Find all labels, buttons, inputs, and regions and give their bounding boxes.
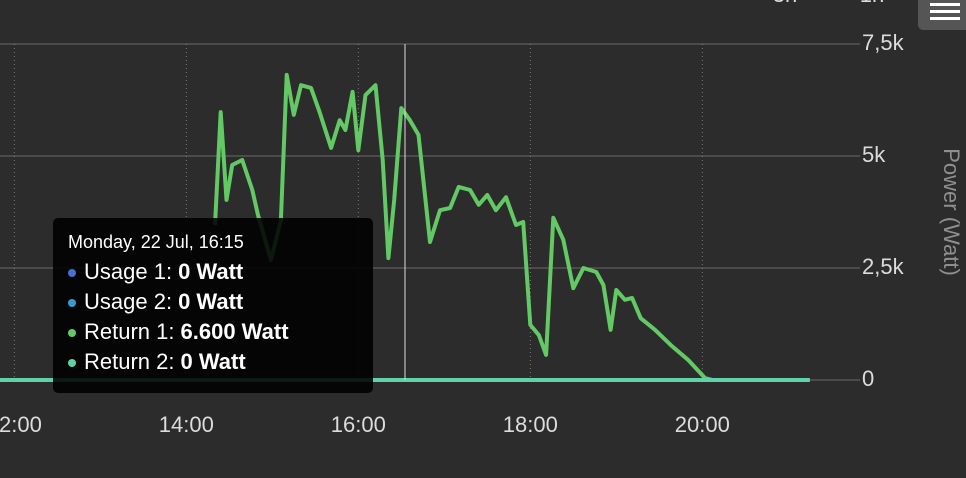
tooltip-value: 0 Watt <box>178 259 244 284</box>
x-tick-label: 18:00 <box>503 412 558 437</box>
y-axis-title: Power (Watt) <box>939 148 964 276</box>
tooltip-row: Return 20 Watt <box>68 347 373 377</box>
menu-bar <box>930 3 960 6</box>
series-line <box>213 72 713 382</box>
tooltip-series: Usage 1 <box>84 259 172 284</box>
tooltip-row: Usage 20 Watt <box>68 287 373 317</box>
tooltip-series: Return 1 <box>84 319 175 344</box>
menu-button[interactable] <box>918 0 966 30</box>
tooltip-series: Usage 2 <box>84 289 172 314</box>
tooltip-dot <box>68 269 76 278</box>
y-tick-label: 2,5k <box>862 254 905 279</box>
tooltip-value: 0 Watt <box>178 289 244 314</box>
y-tick-label: 7,5k <box>862 30 905 55</box>
y-tick-label: 5k <box>862 142 886 167</box>
range-button[interactable]: 1h <box>860 0 884 7</box>
menu-bg[interactable] <box>918 0 966 30</box>
tooltip-value: 6.600 Watt <box>180 319 289 344</box>
tooltip-row: Return 16.600 Watt <box>68 317 373 347</box>
menu-bar <box>930 17 960 20</box>
tooltip-title: Monday, 22 Jul, 16:15 <box>68 232 244 252</box>
menu-bar <box>930 10 960 13</box>
tooltip-dot <box>68 299 76 308</box>
y-tick-label: 0 <box>862 366 874 391</box>
x-tick-label: 16:00 <box>331 412 386 437</box>
range-button[interactable]: 3h <box>773 0 797 7</box>
tooltip-row: Usage 10 Watt <box>68 257 373 287</box>
tooltip-dot <box>68 329 76 338</box>
tooltip-dot <box>68 359 76 368</box>
x-tick-label: 14:00 <box>159 412 214 437</box>
tooltip-series: Return 2 <box>84 349 175 374</box>
tooltip-value: 0 Watt <box>180 349 246 374</box>
x-tick-label: 12:00 <box>0 412 42 437</box>
x-tick-label: 20:00 <box>675 412 730 437</box>
tooltip: Monday, 22 Jul, 16:15 Usage 10 WattUsage… <box>53 218 373 393</box>
